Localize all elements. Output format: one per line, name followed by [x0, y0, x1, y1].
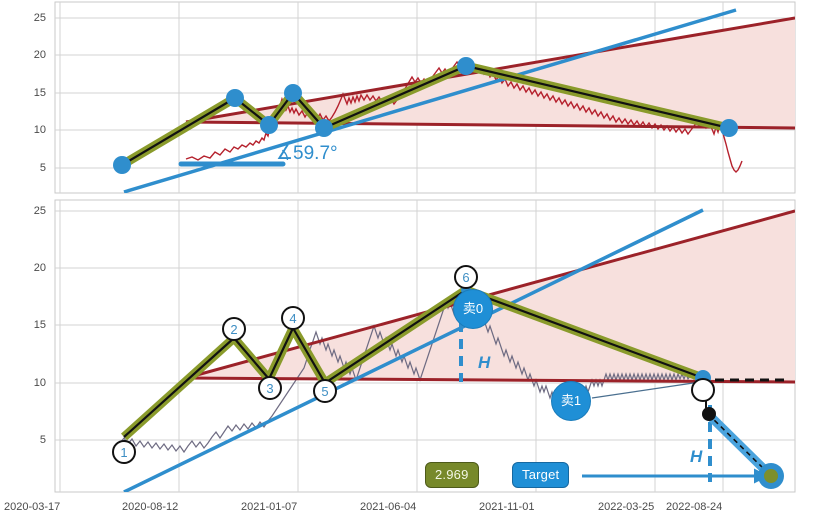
sell-order-0-bubble[interactable]: 卖0 — [453, 289, 493, 329]
pivot-marker-entry[interactable] — [691, 378, 715, 402]
lower-trendline-top — [185, 120, 795, 130]
breakout-ray-bottom[interactable] — [123, 208, 704, 492]
angle-measure-label: ∡59.7° — [276, 143, 338, 164]
sell-order-1-bubble[interactable]: 卖1 — [551, 381, 591, 421]
xtick-6: 2022-08-24 — [666, 501, 723, 513]
pivot-dots-top[interactable] — [113, 57, 738, 174]
target-label-chip[interactable]: Target — [512, 462, 570, 488]
ytick-bottom-25: 25 — [33, 205, 46, 217]
ytick-top-25: 25 — [33, 12, 46, 24]
pivot-marker-4[interactable]: 4 — [281, 306, 305, 330]
ytick-bottom-10: 10 — [33, 377, 46, 389]
height-upper-label: H — [478, 353, 491, 372]
ytick-top-20: 20 — [33, 49, 46, 61]
ytick-bottom-5: 5 — [39, 434, 46, 446]
target-marker[interactable] — [758, 463, 784, 489]
ytick-top-5: 5 — [39, 162, 46, 174]
projection-arrow-shaft[interactable] — [703, 409, 773, 478]
height-lower-label: H — [690, 447, 703, 466]
pivot-marker-3[interactable]: 3 — [258, 376, 282, 400]
sell1-connector — [591, 381, 701, 399]
xtick-0: 2020-03-17 — [4, 501, 61, 513]
pivot-marker-5[interactable]: 5 — [313, 379, 337, 403]
xtick-5: 2022-03-25 — [598, 501, 655, 513]
ytick-top-15: 15 — [33, 87, 46, 99]
target-value-chip[interactable]: 2.969 — [425, 462, 479, 488]
pivot-marker-1[interactable]: 1 — [112, 440, 136, 464]
ytick-bottom-20: 20 — [33, 262, 46, 274]
ytick-bottom-15: 15 — [33, 319, 46, 331]
pivot-marker-2[interactable]: 2 — [222, 317, 246, 341]
xtick-4: 2021-11-01 — [479, 501, 535, 513]
projection-arrow-tail[interactable] — [702, 407, 716, 421]
xtick-1: 2020-08-12 — [122, 501, 179, 513]
ytick-top-10: 10 — [33, 124, 46, 136]
xtick-3: 2021-06-04 — [360, 501, 417, 513]
projection-arrow-core — [707, 413, 767, 472]
pivot-marker-6[interactable]: 6 — [454, 265, 478, 289]
xtick-2: 2021-01-07 — [241, 501, 298, 513]
